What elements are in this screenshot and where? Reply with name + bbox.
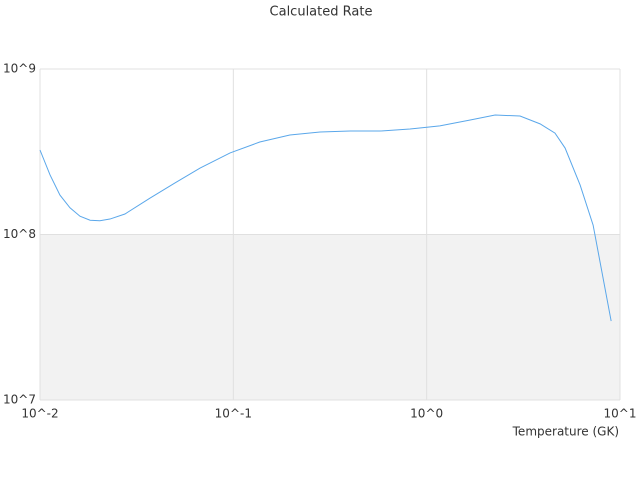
y-tick-label: 10^9 [3,62,36,76]
data-line [39,114,612,322]
y-tick-label: 10^7 [3,393,36,407]
x-tick-label: 10^-2 [21,407,58,421]
y-tick-label: 10^8 [3,227,36,241]
plot-band [40,234,620,400]
x-tick-label: 10^-1 [215,407,252,421]
chart-title: Calculated Rate [270,5,373,20]
x-axis-label: Temperature (GK) [512,425,619,439]
x-tick-label: 10^1 [604,407,637,421]
x-tick-label: 10^0 [410,407,443,421]
